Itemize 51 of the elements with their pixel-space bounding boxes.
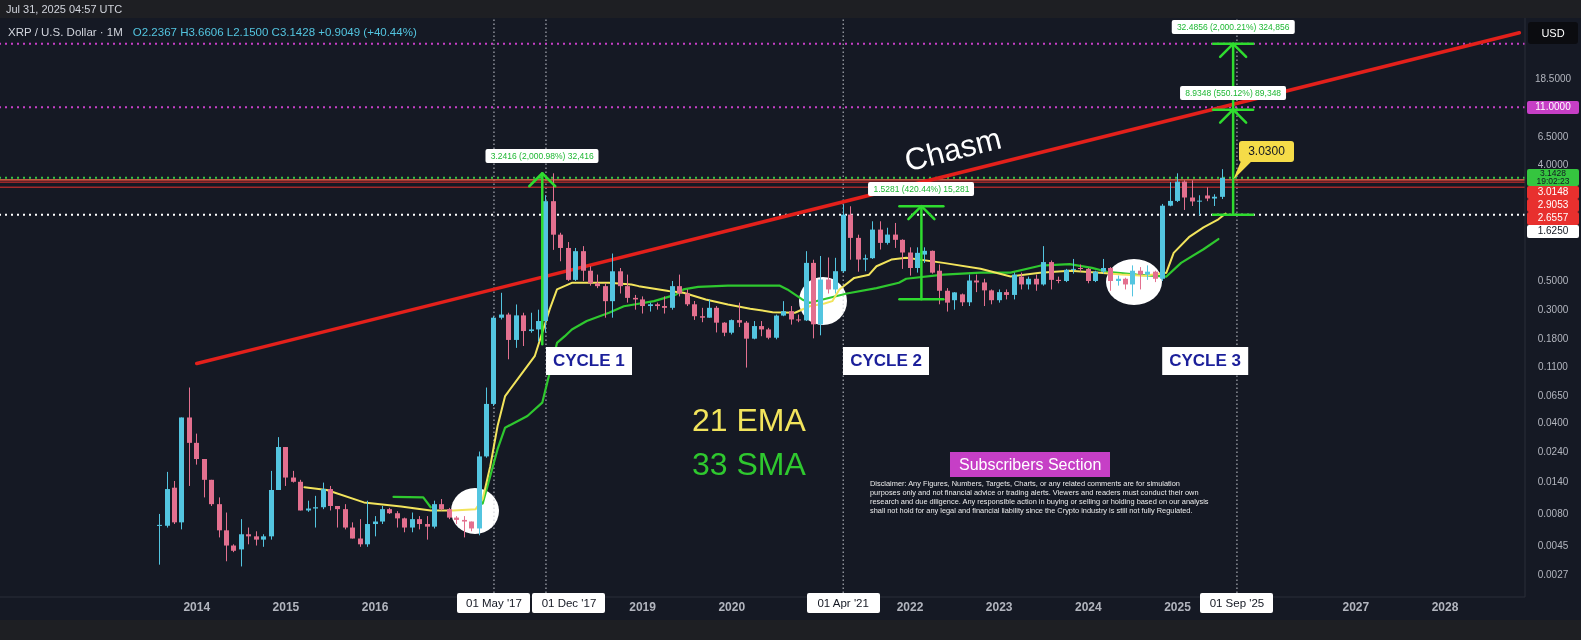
ref-line-label: 11.0000 <box>1527 100 1579 113</box>
y-tick-label: 0.0027 <box>1537 568 1569 580</box>
x-tick-label: 2024 <box>1075 599 1103 614</box>
x-tick-label: 2020 <box>718 599 746 614</box>
x-tick-label: 2023 <box>985 599 1013 614</box>
x-tick-label: 2016 <box>361 599 389 614</box>
y-tick-label: 6.5000 <box>1537 131 1569 143</box>
x-tick-label: 2014 <box>183 599 211 614</box>
ref-line-label: 01 Dec '17 <box>532 593 606 613</box>
y-tick-label: 0.0400 <box>1537 417 1569 429</box>
y-tick-label: 0.5000 <box>1537 275 1569 287</box>
x-tick-label: 2027 <box>1342 599 1370 614</box>
y-tick-label: 18.5000 <box>1534 72 1572 84</box>
ref-line-label: 1.6250 <box>1527 225 1579 238</box>
text: 21 EMA <box>692 401 806 440</box>
y-tick-label: 0.1800 <box>1537 332 1569 344</box>
y-tick-label: 4.0000 <box>1537 158 1569 170</box>
x-tick-label: 2028 <box>1431 599 1459 614</box>
y-tick-label: 0.0080 <box>1537 507 1569 519</box>
y-axis-title: USD <box>1528 22 1578 44</box>
x-tick-label: 2022 <box>896 599 924 614</box>
y-tick-label: 0.3000 <box>1537 304 1569 316</box>
annotation: 32.4856 (2,000.21%) 324,856 <box>1171 19 1295 34</box>
annotation: CYCLE 3 <box>1162 347 1248 376</box>
text: Jul 31, 2025 04:57 UTC <box>6 2 123 17</box>
ref-line-label: 3.1428 19:02:23 <box>1527 168 1579 187</box>
y-tick-label: 0.0240 <box>1537 446 1569 458</box>
text: 33 SMA <box>692 445 806 484</box>
ref-line-label: 2.9053 <box>1527 199 1579 212</box>
annotation: 3.0300 <box>1239 140 1294 162</box>
annotation: 3.2416 (2,000.98%) 32,416 <box>485 149 599 164</box>
y-tick-label: 0.0650 <box>1537 390 1569 402</box>
annotation: 8.9348 (550.12%) 89,348 <box>1180 85 1287 100</box>
ref-line-label: 01 Sep '25 <box>1200 593 1274 613</box>
annotation: Subscribers Section <box>950 452 1111 477</box>
x-tick-label: 2015 <box>272 599 300 614</box>
annotation: 1.5281 (420.44%) 15,281 <box>868 182 975 197</box>
y-tick-label: 0.0140 <box>1537 476 1569 488</box>
ref-line-label: 3.0148 <box>1527 186 1579 199</box>
text: XRP / U.S. Dollar · 1M <box>8 26 123 38</box>
y-tick-label: 0.1100 <box>1538 360 1569 372</box>
annotation: Chasm <box>901 120 1005 179</box>
annotation: CYCLE 1 <box>545 347 632 376</box>
x-tick-label: 2019 <box>629 599 657 614</box>
y-tick-label: 0.0045 <box>1537 540 1569 552</box>
annotation: CYCLE 2 <box>843 347 929 376</box>
ref-line-label: 01 Apr '21 <box>806 593 880 613</box>
ref-line-label: 01 May '17 <box>457 593 531 613</box>
ref-line-label: 2.6557 <box>1527 212 1579 225</box>
x-tick-label: 2025 <box>1164 599 1192 614</box>
text: O2.2367 H3.6606 L2.1500 C3.1428 +0.9049 (+40.44%) <box>132 26 417 38</box>
